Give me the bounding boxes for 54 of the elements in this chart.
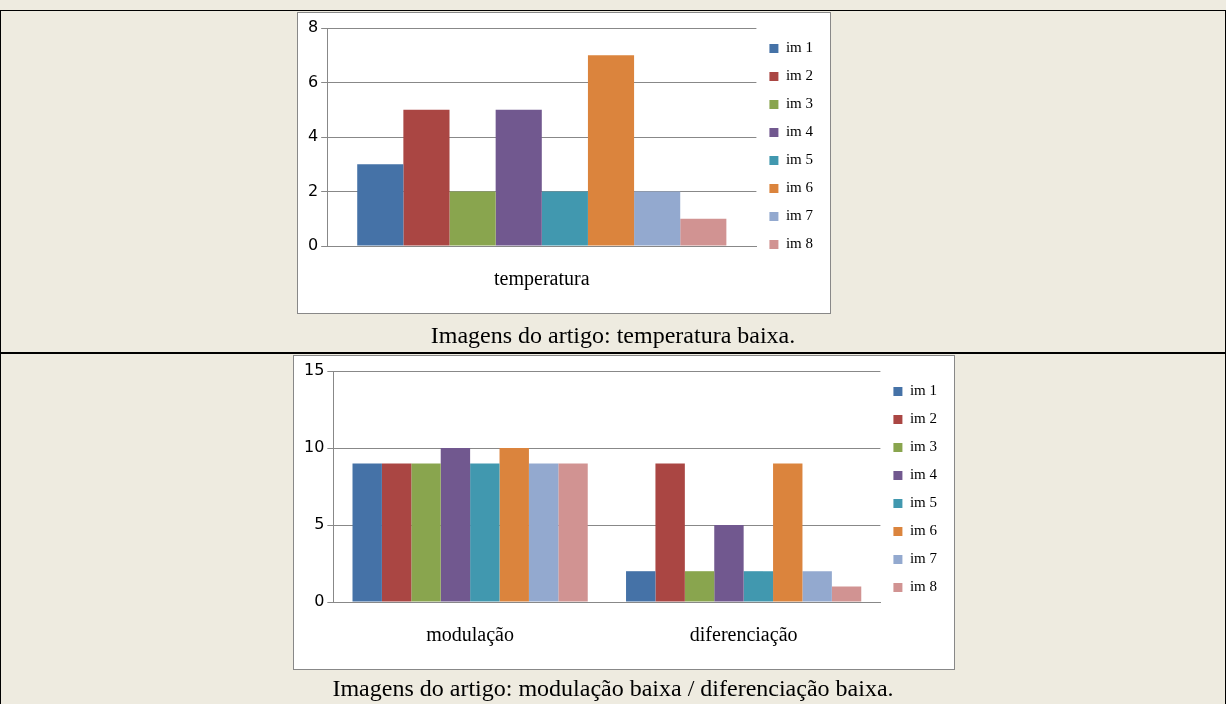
text: Imagens do artigo: temperatura baixa. — [429, 322, 797, 348]
bar — [680, 218, 727, 246]
bar — [684, 571, 715, 602]
bar — [381, 463, 412, 602]
bar — [411, 463, 441, 602]
legend-label: im 7 — [785, 207, 814, 224]
y-tick-label: 0 — [314, 591, 325, 611]
y-tick-label: 10 — [304, 437, 325, 457]
bar — [634, 191, 681, 246]
bar — [626, 571, 656, 602]
legend-label: im 8 — [785, 235, 814, 252]
legend-label: im 4 — [909, 466, 938, 483]
bar — [773, 463, 803, 602]
legend-label: im 1 — [785, 39, 814, 56]
legend-label: im 6 — [785, 179, 814, 196]
legend-label: im 2 — [785, 67, 814, 84]
x-tick-label: modulação — [426, 623, 514, 647]
legend-label: im 7 — [909, 550, 938, 567]
text: Imagens do artigo: modulação baixa / diferenciação baixa. — [331, 675, 895, 701]
y-tick-label: 4 — [307, 126, 319, 146]
bar — [352, 463, 382, 602]
x-tick-label: diferenciação — [689, 623, 798, 647]
bar — [499, 448, 529, 602]
legend-label: im 3 — [785, 95, 814, 112]
y-tick-label: 8 — [307, 17, 319, 37]
bar — [357, 164, 404, 246]
bar — [831, 586, 862, 602]
bar — [495, 109, 542, 246]
legend-label: im 8 — [909, 578, 938, 595]
bar — [743, 571, 774, 602]
bar — [470, 463, 500, 602]
bar — [587, 55, 635, 246]
bar — [440, 448, 471, 602]
y-tick-label: 6 — [307, 71, 319, 91]
legend-label: im 3 — [909, 438, 938, 455]
y-tick-label: 0 — [307, 235, 319, 255]
x-tick-label: temperatura — [494, 267, 590, 291]
bar — [714, 525, 744, 602]
bar — [655, 463, 685, 602]
legend-label: im 2 — [909, 410, 938, 427]
legend-label: im 1 — [909, 382, 938, 399]
y-tick-label: 2 — [307, 180, 319, 200]
bar — [528, 463, 559, 602]
legend-label: im 6 — [909, 522, 938, 539]
bar — [449, 191, 496, 246]
y-tick-label: 15 — [304, 360, 325, 380]
y-tick-label: 5 — [314, 514, 325, 534]
legend-label: im 4 — [785, 123, 814, 140]
bar — [558, 463, 588, 602]
legend-label: im 5 — [785, 151, 814, 168]
bar — [802, 571, 832, 602]
bar — [403, 109, 450, 246]
bar — [541, 191, 588, 246]
legend-label: im 5 — [909, 494, 938, 511]
